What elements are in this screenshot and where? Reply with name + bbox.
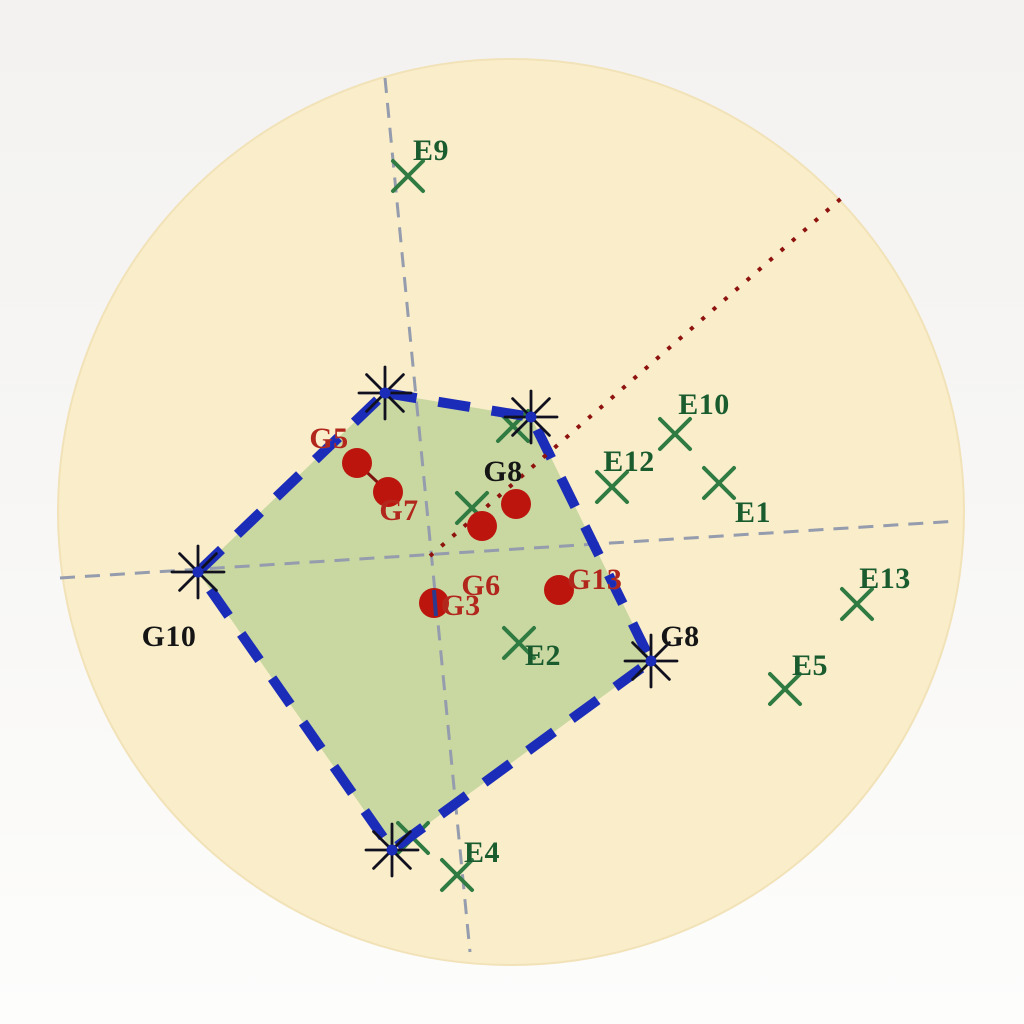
dotted-bearing-line xyxy=(428,193,847,558)
vertex-star-marker xyxy=(623,633,679,689)
x-marker-e12 xyxy=(595,470,629,504)
x-marker-e5 xyxy=(768,672,802,706)
x-marker-e2 xyxy=(502,626,536,660)
red-point-marker xyxy=(373,477,403,507)
red-point-marker xyxy=(342,448,372,478)
x-marker-e4 xyxy=(440,858,474,892)
red-point-marker xyxy=(467,511,497,541)
dash-tick-over-point xyxy=(432,589,438,617)
red-point-marker xyxy=(501,489,531,519)
vertex-star-marker xyxy=(503,389,559,445)
zone-polygon-border xyxy=(191,387,658,858)
vertex-star-marker xyxy=(170,544,226,600)
vertex-star-marker xyxy=(357,365,413,421)
x-marker-e10 xyxy=(658,417,692,451)
vertex-star-marker xyxy=(364,822,420,878)
x-marker-e9 xyxy=(391,159,425,193)
red-point-marker xyxy=(544,575,574,605)
x-marker-e13 xyxy=(840,587,874,621)
x-marker-e1 xyxy=(702,466,736,500)
zone-polygon-fill xyxy=(198,393,651,850)
